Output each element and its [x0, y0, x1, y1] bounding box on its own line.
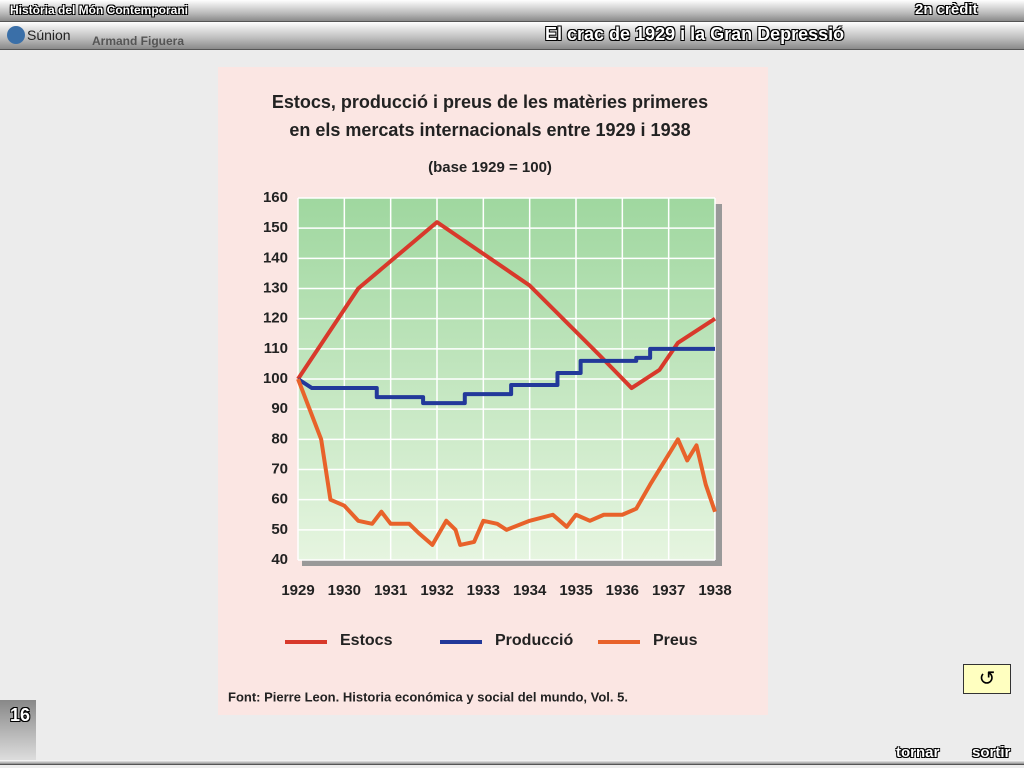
- top-bar: [0, 0, 1024, 22]
- x-tick-label: 1935: [559, 582, 592, 599]
- legend-label: Estocs: [340, 632, 393, 649]
- y-tick-label: 80: [271, 430, 288, 447]
- legend-label: Preus: [653, 632, 698, 649]
- course-name: Història del Món Contemporani: [10, 3, 189, 17]
- x-tick-label: 1934: [513, 582, 547, 599]
- y-tick-label: 40: [271, 551, 288, 568]
- logo-icon: [7, 26, 25, 44]
- x-tick-label: 1933: [467, 582, 500, 599]
- y-tick-label: 100: [263, 370, 288, 387]
- chart-title: en els mercats internacionals entre 1929…: [289, 120, 690, 140]
- replay-button[interactable]: ↺: [963, 664, 1011, 694]
- slide-title: El crac de 1929 i la Gran Depressió: [545, 24, 845, 44]
- y-tick-label: 160: [263, 189, 288, 206]
- x-tick-label: 1932: [420, 582, 453, 599]
- series-line: [296, 220, 717, 391]
- x-tick-label: 1937: [652, 582, 685, 599]
- back-button[interactable]: tornar: [896, 744, 940, 761]
- chart-subtitle: (base 1929 = 100): [428, 159, 552, 176]
- credit: 2n crèdit: [915, 1, 978, 18]
- source: Font: Pierre Leon. Historia económica y …: [228, 689, 628, 704]
- title-bar: [0, 22, 1024, 50]
- x-tick-label: 1931: [374, 582, 407, 599]
- x-tick-label: 1936: [606, 582, 639, 599]
- page-box: [0, 700, 36, 760]
- bottom-bar: [0, 760, 1024, 765]
- series-line: [296, 378, 717, 547]
- x-tick-label: 1938: [698, 582, 731, 599]
- y-tick-label: 130: [263, 279, 288, 296]
- y-tick-label: 90: [271, 400, 288, 417]
- exit-button[interactable]: sortir: [972, 744, 1011, 761]
- y-tick-label: 110: [264, 340, 288, 357]
- x-tick-label: 1929: [281, 582, 314, 599]
- y-tick-label: 150: [263, 219, 288, 236]
- x-tick-label: 1930: [328, 582, 361, 599]
- y-tick-label: 60: [271, 491, 288, 508]
- y-tick-label: 70: [271, 460, 288, 477]
- y-tick-label: 120: [263, 310, 288, 327]
- chart-title: Estocs, producció i preus de les matèrie…: [272, 92, 708, 112]
- legend-label: Producció: [495, 632, 573, 649]
- y-tick-label: 50: [271, 521, 288, 538]
- series-line: [296, 346, 715, 406]
- author: Armand Figuera: [92, 34, 185, 48]
- logo: Súnion: [27, 27, 71, 43]
- page-number: 16: [10, 705, 31, 725]
- y-tick-label: 140: [263, 249, 288, 266]
